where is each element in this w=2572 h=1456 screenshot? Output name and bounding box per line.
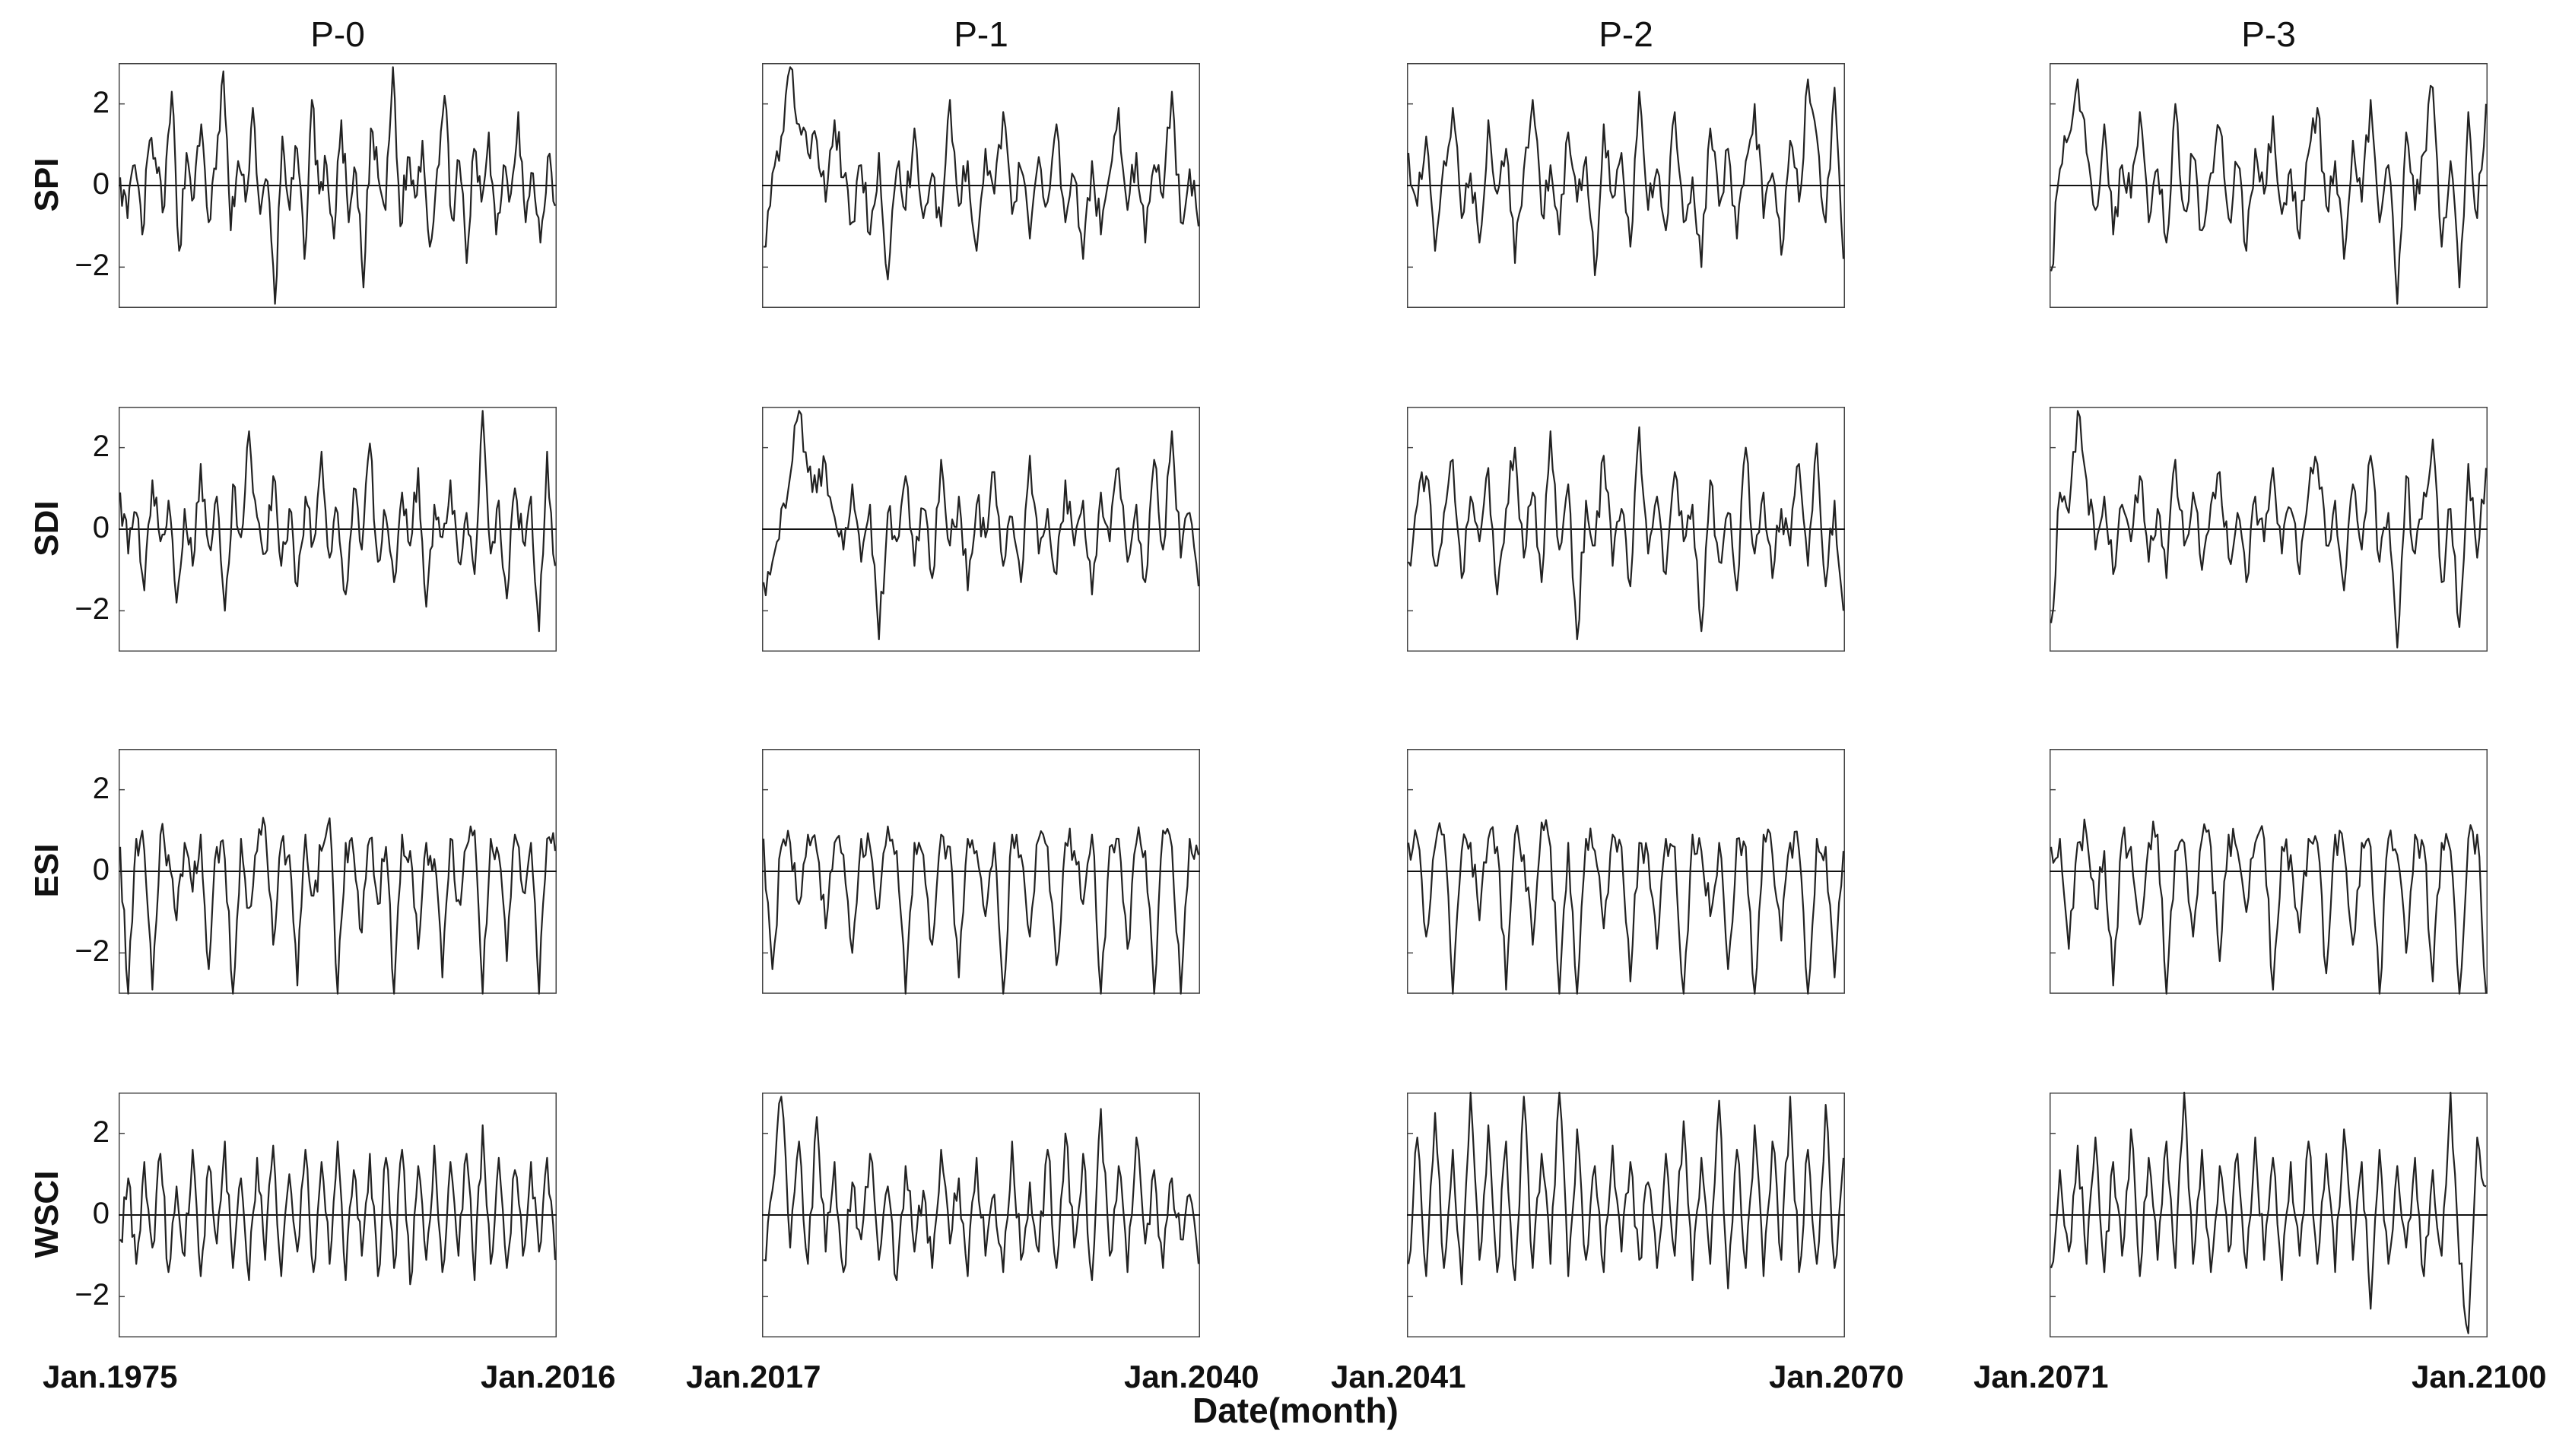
x-end-label-p-3: Jan.2100 (2412, 1359, 2547, 1394)
x-start-label-p-2: Jan.2041 (1331, 1359, 1466, 1394)
panel-esi-p-1 (762, 749, 1200, 995)
series-line-sdi-p-3 (2050, 410, 2488, 649)
panel-spi-p-3 (2050, 63, 2488, 308)
series-line-esi-p-1 (762, 825, 1200, 995)
x-start-label-p-1: Jan.2017 (686, 1359, 821, 1394)
panel-wsci-p-0 (119, 1093, 557, 1337)
series-line-sdi-p-2 (1408, 426, 1845, 640)
series-line-spi-p-0 (119, 66, 557, 305)
panel-sdi-p-1 (762, 407, 1200, 652)
column-title-p-3: P-3 (2241, 14, 2296, 54)
panel-esi-p-0 (119, 749, 557, 995)
panel-spi-p-1 (762, 63, 1200, 308)
y-tick-label: 0 (92, 1197, 110, 1230)
series-line-wsci-p-0 (119, 1124, 557, 1286)
y-tick-label: −2 (75, 249, 110, 283)
y-tick-label: 2 (92, 85, 110, 119)
series-line-sdi-p-0 (119, 410, 557, 633)
column-title-p-1: P-1 (954, 14, 1008, 54)
y-tick-label: −2 (75, 592, 110, 626)
panel-wsci-p-3 (2050, 1091, 2488, 1337)
panel-sdi-p-3 (2050, 407, 2488, 652)
column-title-p-2: P-2 (1599, 14, 1653, 54)
y-tick-label: 2 (92, 1115, 110, 1149)
panel-wsci-p-1 (762, 1093, 1200, 1337)
panel-wsci-p-2 (1407, 1091, 1845, 1337)
panel-esi-p-2 (1407, 749, 1845, 995)
panel-sdi-p-2 (1407, 407, 1845, 652)
column-title-p-0: P-0 (310, 14, 365, 54)
series-line-spi-p-3 (2050, 78, 2488, 305)
series-line-wsci-p-1 (763, 1096, 1200, 1281)
series-line-esi-p-0 (119, 817, 557, 995)
series-line-esi-p-3 (2050, 818, 2488, 995)
x-end-label-p-2: Jan.2070 (1769, 1359, 1904, 1394)
x-start-label-p-0: Jan.1975 (43, 1359, 178, 1394)
y-tick-label: 0 (92, 167, 110, 201)
y-tick-label: 2 (92, 429, 110, 463)
x-end-label-p-1: Jan.2040 (1124, 1359, 1259, 1394)
y-tick-label: 0 (92, 511, 110, 544)
panel-esi-p-3 (2050, 749, 2488, 995)
panel-spi-p-2 (1407, 63, 1845, 308)
panel-spi-p-0 (119, 63, 557, 308)
y-tick-label: 0 (92, 853, 110, 887)
series-line-esi-p-2 (1407, 819, 1845, 995)
y-tick-label: −2 (75, 934, 110, 969)
series-line-wsci-p-3 (2050, 1091, 2487, 1334)
x-end-label-p-0: Jan.2016 (481, 1359, 616, 1394)
panel-sdi-p-0 (119, 407, 557, 652)
series-line-spi-p-2 (1407, 78, 1845, 277)
series-line-sdi-p-1 (762, 410, 1200, 640)
y-tick-label: −2 (75, 1278, 110, 1312)
series-line-wsci-p-2 (1407, 1091, 1845, 1289)
x-axis-title: Date(month) (1192, 1391, 1399, 1430)
y-tick-label: 2 (92, 771, 110, 805)
x-start-label-p-3: Jan.2071 (1973, 1359, 2109, 1394)
series-line-spi-p-1 (763, 66, 1200, 281)
